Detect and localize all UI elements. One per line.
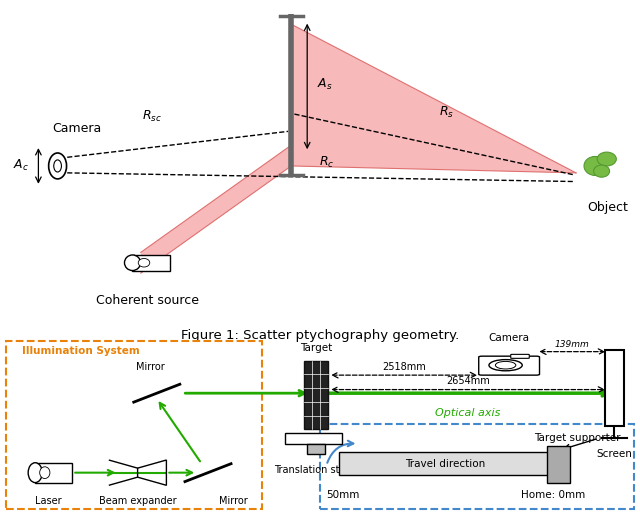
- Ellipse shape: [125, 255, 141, 270]
- Text: $A_c$: $A_c$: [13, 158, 29, 173]
- FancyBboxPatch shape: [605, 350, 624, 426]
- Text: 50mm: 50mm: [326, 490, 359, 499]
- FancyBboxPatch shape: [479, 356, 540, 375]
- Ellipse shape: [597, 152, 616, 166]
- FancyBboxPatch shape: [6, 341, 262, 509]
- Text: Camera: Camera: [52, 122, 101, 135]
- FancyBboxPatch shape: [285, 433, 342, 444]
- Text: Screen: Screen: [596, 449, 632, 459]
- Ellipse shape: [49, 153, 67, 179]
- Text: Beam expander: Beam expander: [99, 496, 177, 506]
- Text: Optical axis: Optical axis: [435, 408, 500, 417]
- Text: Mirror: Mirror: [136, 362, 164, 372]
- Text: $A_s$: $A_s$: [317, 77, 332, 92]
- Text: Coherent source: Coherent source: [96, 294, 198, 307]
- Ellipse shape: [584, 156, 607, 175]
- Text: Target: Target: [300, 344, 332, 353]
- Text: Illumination System: Illumination System: [22, 346, 140, 356]
- Text: Target supporter: Target supporter: [534, 433, 621, 443]
- Ellipse shape: [138, 259, 150, 267]
- Text: Camera: Camera: [488, 333, 529, 343]
- FancyBboxPatch shape: [339, 452, 563, 475]
- Text: $R_s$: $R_s$: [439, 105, 454, 120]
- Text: 139mm: 139mm: [555, 340, 589, 349]
- Ellipse shape: [28, 463, 42, 482]
- Ellipse shape: [495, 361, 516, 369]
- Text: Scatterer: Scatterer: [269, 0, 326, 4]
- Text: Figure 1: Scatter ptychography geometry.: Figure 1: Scatter ptychography geometry.: [181, 329, 459, 342]
- Polygon shape: [291, 24, 576, 173]
- FancyBboxPatch shape: [304, 361, 328, 429]
- Polygon shape: [141, 145, 291, 273]
- FancyBboxPatch shape: [511, 354, 529, 358]
- Bar: [35, 463, 72, 482]
- Text: $R_{sc}$: $R_{sc}$: [142, 108, 162, 124]
- FancyBboxPatch shape: [320, 424, 634, 509]
- Bar: [132, 255, 170, 270]
- Text: Object: Object: [588, 201, 628, 214]
- Text: 2654mm: 2654mm: [446, 376, 490, 386]
- Text: 2518mm: 2518mm: [382, 362, 426, 372]
- Text: Translation stage: Translation stage: [275, 465, 358, 475]
- Text: Travel direction: Travel direction: [404, 459, 485, 469]
- Ellipse shape: [489, 360, 522, 371]
- Ellipse shape: [594, 165, 610, 177]
- FancyBboxPatch shape: [307, 444, 325, 454]
- Text: Mirror: Mirror: [220, 496, 248, 506]
- Text: Home: 0mm: Home: 0mm: [522, 490, 586, 499]
- Text: $R_c$: $R_c$: [319, 155, 334, 170]
- FancyBboxPatch shape: [547, 446, 570, 482]
- Ellipse shape: [40, 467, 50, 478]
- Text: Laser: Laser: [35, 496, 61, 506]
- Ellipse shape: [54, 160, 61, 172]
